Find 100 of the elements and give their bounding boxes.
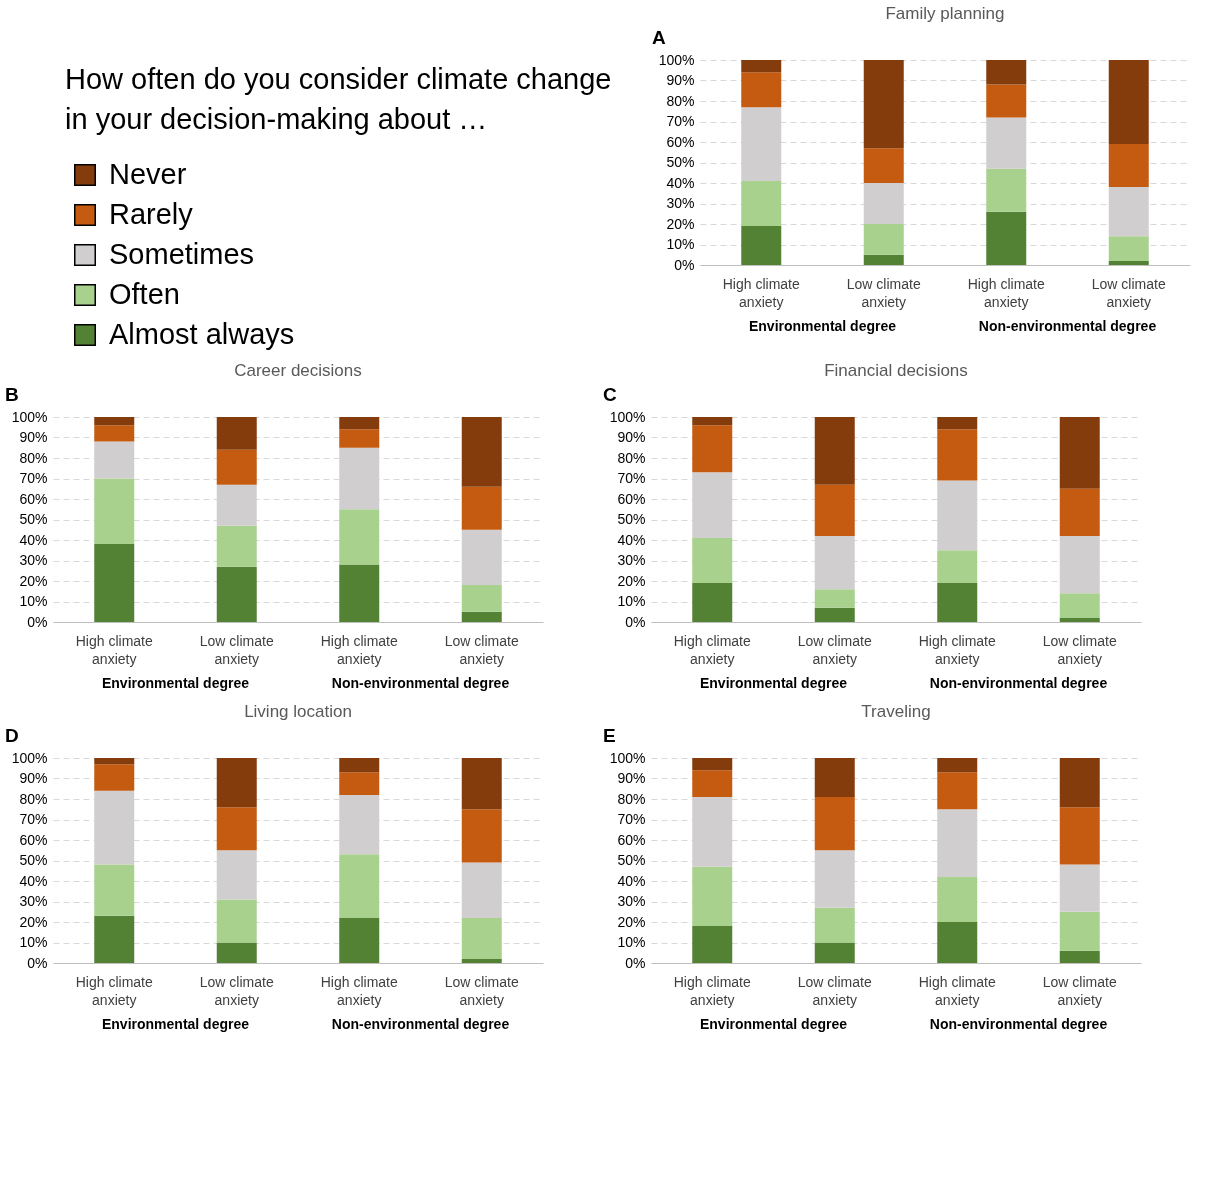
text: Non-environmental degree	[331, 675, 510, 691]
bar	[814, 607, 855, 622]
x-tick-label: High climate anxiety	[75, 973, 153, 1008]
text: Environmental degree	[101, 1016, 250, 1032]
bar	[741, 72, 782, 108]
bar	[461, 917, 502, 959]
x-tick-label: High climate anxiety	[320, 632, 398, 667]
bar	[216, 566, 257, 622]
legend-label: Sometimes	[109, 238, 255, 270]
y-tick-label: 30%	[19, 552, 48, 568]
y-tick-label: 40%	[19, 872, 48, 889]
bar	[339, 417, 380, 430]
bar	[692, 866, 733, 927]
bar	[461, 862, 502, 918]
chart-title: Financial decisions	[824, 361, 968, 380]
y-tick-label: 60%	[19, 490, 48, 507]
y-tick-label: 70%	[19, 811, 48, 827]
bar	[986, 60, 1027, 85]
y-tick-label: 40%	[19, 531, 48, 548]
bar	[94, 915, 135, 963]
text: A	[652, 27, 666, 48]
bar	[339, 854, 380, 918]
bar	[863, 148, 904, 183]
bar	[937, 429, 978, 481]
bar	[461, 809, 502, 863]
y-tick-label: 0%	[625, 613, 646, 630]
y-tick-label: 90%	[19, 429, 48, 445]
y-tick-label: 80%	[19, 449, 48, 466]
bar	[937, 550, 978, 584]
x-tick-label: Low climate anxiety	[846, 275, 921, 310]
x-tick-label: Low climate anxiety	[199, 973, 274, 1008]
text: Environmental degree	[101, 675, 250, 691]
y-tick-label: 0%	[27, 954, 48, 971]
y-tick-label: 50%	[617, 511, 646, 527]
x-tick-label: Low climate anxiety	[797, 632, 872, 667]
x-tick-label: Low climate anxiety	[199, 632, 274, 667]
bar	[692, 770, 733, 797]
bar	[94, 425, 135, 442]
y-tick-label: 60%	[19, 831, 48, 848]
bar	[461, 611, 502, 622]
y-tick-label: 0%	[27, 613, 48, 630]
y-tick-label: 40%	[617, 872, 646, 889]
x-tick-label: High climate anxiety	[918, 632, 996, 667]
y-tick-label: 30%	[617, 893, 646, 909]
bar	[1108, 260, 1149, 265]
bar	[461, 417, 502, 487]
legend-label: Almost always	[109, 318, 295, 350]
text: C	[603, 384, 617, 405]
y-tick-label: 60%	[617, 831, 646, 848]
y-tick-label: 90%	[666, 72, 695, 88]
y-tick-label: 30%	[617, 552, 646, 568]
y-tick-label: 50%	[617, 852, 646, 868]
y-tick-label: 10%	[19, 593, 48, 609]
bar	[94, 864, 135, 916]
y-tick-label: 90%	[617, 429, 646, 445]
y-tick-label: 40%	[666, 174, 695, 191]
legend-label: Often	[109, 278, 180, 310]
y-tick-label: 0%	[625, 954, 646, 971]
bar	[1059, 950, 1100, 963]
bar	[863, 60, 904, 149]
bar	[741, 180, 782, 227]
bar	[1059, 758, 1100, 808]
text: Non-environmental degree	[331, 1016, 510, 1032]
bar	[741, 226, 782, 265]
x-tick-label: High climate anxiety	[722, 275, 800, 310]
text: Non-environmental degree	[929, 675, 1108, 691]
bar	[741, 60, 782, 73]
y-tick-label: 20%	[617, 572, 646, 589]
bar	[937, 417, 978, 430]
x-tick-label: High climate anxiety	[967, 275, 1045, 310]
y-tick-label: 10%	[617, 934, 646, 950]
legend-label: Never	[109, 158, 187, 190]
y-tick-label: 70%	[666, 113, 695, 129]
bar	[339, 564, 380, 622]
y-tick-label: 50%	[19, 511, 48, 527]
x-tick-label: Low climate anxiety	[1091, 275, 1166, 310]
text: D	[5, 725, 19, 746]
bar	[1059, 617, 1100, 622]
bar	[461, 585, 502, 612]
x-tick-label: High climate anxiety	[320, 973, 398, 1008]
text: B	[5, 384, 19, 405]
y-tick-label: 10%	[19, 934, 48, 950]
y-tick-label: 80%	[617, 790, 646, 807]
chart-title: Family planning	[885, 4, 1005, 23]
x-tick-label: Low climate anxiety	[797, 973, 872, 1008]
bar	[814, 907, 855, 943]
x-tick-label: High climate anxiety	[673, 632, 751, 667]
y-tick-label: 70%	[617, 470, 646, 486]
y-tick-label: 100%	[609, 408, 646, 425]
text: Environmental degree	[748, 318, 897, 334]
bar	[814, 417, 855, 485]
x-tick-label: Low climate anxiety	[1042, 632, 1117, 667]
bar	[937, 772, 978, 810]
y-tick-label: 80%	[666, 92, 695, 109]
text: Environmental degree	[699, 1016, 848, 1032]
y-tick-label: 70%	[19, 470, 48, 486]
y-tick-label: 60%	[666, 133, 695, 150]
bar	[1059, 417, 1100, 489]
bar	[692, 758, 733, 771]
bar	[1108, 144, 1149, 188]
